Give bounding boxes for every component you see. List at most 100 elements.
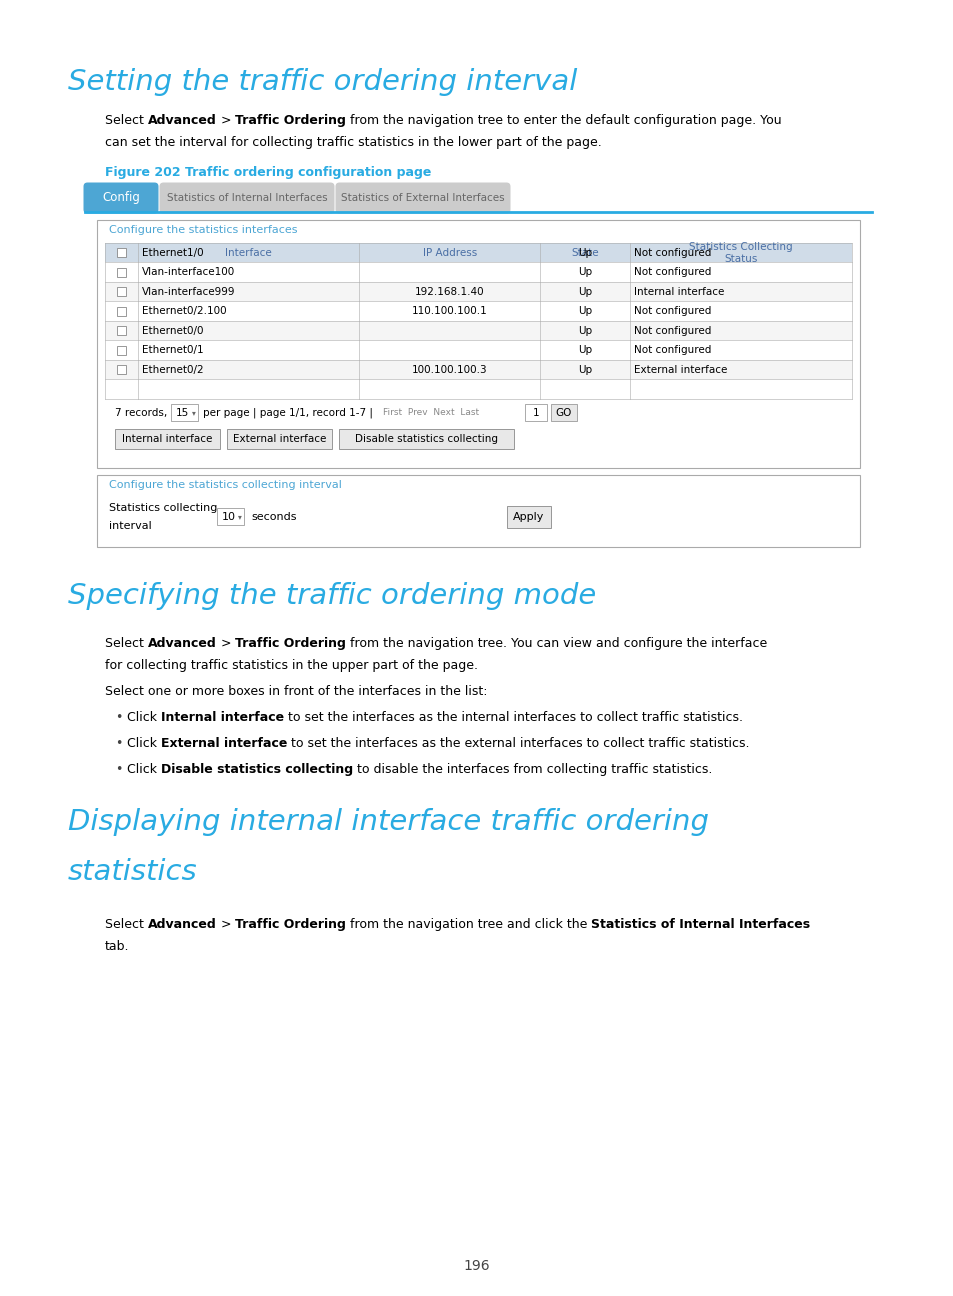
Text: Internal interface: Internal interface (161, 712, 284, 724)
Text: External interface: External interface (634, 364, 727, 375)
Text: Up: Up (578, 345, 592, 355)
Text: •: • (115, 712, 122, 724)
Text: Internal interface: Internal interface (122, 434, 213, 445)
Text: Up: Up (578, 306, 592, 316)
Text: 15: 15 (175, 408, 189, 419)
Text: Disable statistics collecting: Disable statistics collecting (161, 763, 353, 776)
Text: Setting the traffic ordering interval: Setting the traffic ordering interval (68, 67, 577, 96)
Bar (105, 360, 851, 380)
Text: Interface: Interface (225, 248, 272, 258)
Text: •: • (115, 737, 122, 750)
Text: >: > (216, 114, 234, 127)
Text: Apply: Apply (513, 512, 544, 522)
Text: >: > (216, 918, 234, 931)
Bar (171, 404, 198, 421)
Text: 7 records,: 7 records, (115, 408, 167, 419)
Bar (97, 220, 859, 468)
Text: Not configured: Not configured (634, 306, 711, 316)
Bar (117, 288, 126, 297)
Text: from the navigation tree. You can view and configure the interface: from the navigation tree. You can view a… (346, 638, 766, 651)
Text: Configure the statistics collecting interval: Configure the statistics collecting inte… (109, 480, 341, 490)
Text: Click: Click (127, 763, 161, 776)
Text: 196: 196 (463, 1258, 490, 1273)
Text: Advanced: Advanced (148, 638, 216, 651)
Bar (117, 365, 126, 375)
Text: Statistics of Internal Interfaces: Statistics of Internal Interfaces (167, 193, 327, 203)
Text: from the navigation tree and click the: from the navigation tree and click the (346, 918, 591, 931)
Text: to disable the interfaces from collecting traffic statistics.: to disable the interfaces from collectin… (353, 763, 712, 776)
Bar (117, 268, 126, 277)
Text: Configure the statistics interfaces: Configure the statistics interfaces (109, 226, 297, 235)
Text: statistics: statistics (68, 858, 197, 886)
Text: Statistics Collecting
Status: Statistics Collecting Status (689, 242, 792, 263)
Text: Figure 202 Traffic ordering configuration page: Figure 202 Traffic ordering configuratio… (105, 166, 431, 179)
Bar (551, 404, 577, 421)
Text: External interface: External interface (233, 434, 326, 445)
Text: State: State (571, 248, 598, 258)
Text: 10: 10 (222, 512, 235, 522)
Text: Advanced: Advanced (148, 114, 216, 127)
Text: Internal interface: Internal interface (634, 286, 724, 297)
Bar (117, 346, 126, 355)
Text: per page | page 1/1, record 1-7 |: per page | page 1/1, record 1-7 | (203, 408, 373, 419)
Bar (105, 263, 851, 283)
Text: Up: Up (578, 286, 592, 297)
Bar (117, 327, 126, 336)
Text: Ethernet1/0: Ethernet1/0 (142, 248, 203, 258)
Text: Select: Select (105, 114, 148, 127)
Text: •: • (115, 763, 122, 776)
Bar (105, 321, 851, 341)
Text: Displaying internal interface traffic ordering: Displaying internal interface traffic or… (68, 807, 708, 836)
Text: Vlan-interface100: Vlan-interface100 (142, 267, 234, 277)
Text: to set the interfaces as the external interfaces to collect traffic statistics.: to set the interfaces as the external in… (287, 737, 749, 750)
FancyBboxPatch shape (335, 183, 510, 214)
Text: Ethernet0/2.100: Ethernet0/2.100 (142, 306, 226, 316)
Bar (115, 429, 220, 448)
Text: Not configured: Not configured (634, 248, 711, 258)
Text: Up: Up (578, 325, 592, 336)
Bar (105, 380, 851, 399)
Text: Config: Config (102, 192, 140, 205)
Text: Select: Select (105, 638, 148, 651)
Text: Disable statistics collecting: Disable statistics collecting (355, 434, 497, 445)
Text: Ethernet0/2: Ethernet0/2 (142, 364, 203, 375)
FancyBboxPatch shape (159, 183, 335, 214)
Bar (524, 404, 546, 421)
Text: 100.100.100.3: 100.100.100.3 (412, 364, 487, 375)
Text: Up: Up (578, 267, 592, 277)
Text: Up: Up (578, 364, 592, 375)
Text: Click: Click (127, 737, 161, 750)
Bar (338, 429, 514, 448)
Text: External interface: External interface (161, 737, 287, 750)
Text: 110.100.100.1: 110.100.100.1 (412, 306, 487, 316)
Bar (105, 341, 851, 360)
Bar (105, 302, 851, 321)
Text: IP Address: IP Address (422, 248, 476, 258)
Bar (117, 307, 126, 316)
Bar (506, 505, 551, 527)
Text: Traffic Ordering: Traffic Ordering (234, 114, 346, 127)
Text: from the navigation tree to enter the default configuration page. You: from the navigation tree to enter the de… (346, 114, 781, 127)
Text: Statistics of Internal Interfaces: Statistics of Internal Interfaces (591, 918, 810, 931)
Text: to set the interfaces as the internal interfaces to collect traffic statistics.: to set the interfaces as the internal in… (284, 712, 742, 724)
Bar (216, 508, 244, 525)
Text: Traffic Ordering: Traffic Ordering (234, 918, 346, 931)
Text: Up: Up (578, 248, 592, 258)
Text: ▾: ▾ (237, 512, 242, 521)
Text: First  Prev  Next  Last: First Prev Next Last (382, 408, 478, 417)
Text: Traffic Ordering: Traffic Ordering (234, 638, 346, 651)
Text: GO: GO (556, 408, 572, 419)
Bar (97, 476, 859, 547)
Text: 192.168.1.40: 192.168.1.40 (415, 286, 484, 297)
Text: for collecting traffic statistics in the upper part of the page.: for collecting traffic statistics in the… (105, 658, 477, 673)
Text: seconds: seconds (251, 512, 296, 522)
Bar (227, 429, 332, 448)
Text: Click: Click (127, 712, 161, 724)
Text: Advanced: Advanced (148, 918, 216, 931)
Text: Vlan-interface999: Vlan-interface999 (142, 286, 235, 297)
Text: Not configured: Not configured (634, 345, 711, 355)
Text: Statistics of External Interfaces: Statistics of External Interfaces (341, 193, 504, 203)
Bar (117, 249, 126, 257)
Text: can set the interval for collecting traffic statistics in the lower part of the : can set the interval for collecting traf… (105, 136, 601, 149)
Text: Select one or more boxes in front of the interfaces in the list:: Select one or more boxes in front of the… (105, 686, 487, 699)
